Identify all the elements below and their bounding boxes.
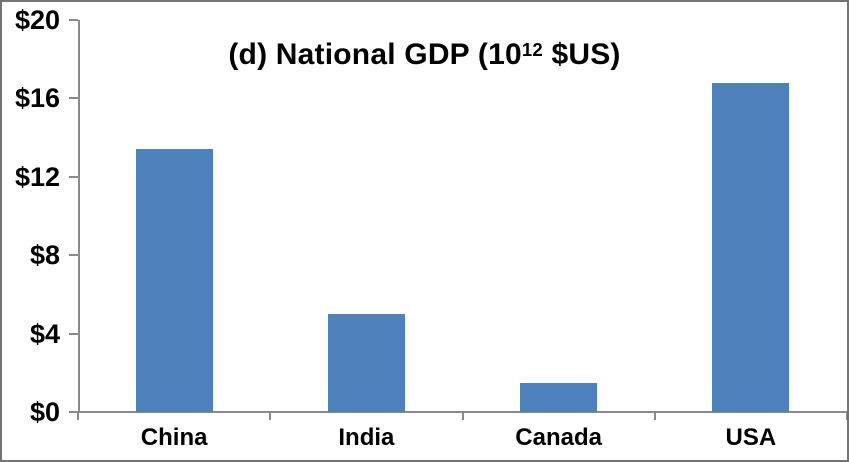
bar-india [327,314,405,412]
x-tick-label: USA [725,424,777,451]
y-axis-tick [69,19,78,21]
y-axis-tick [69,175,78,178]
y-tick-label: $16 [14,83,60,114]
bar-usa [712,82,790,412]
chart-title-suffix: $US) [542,38,621,71]
bar-china [135,149,213,412]
x-tick-label: Canada [515,424,602,451]
y-axis-line [78,20,80,412]
x-axis-tick [653,412,656,420]
y-axis-tick [69,411,78,413]
x-tick-label: China [140,424,208,451]
x-axis-tick [846,412,847,420]
y-axis-tick [69,97,78,100]
y-tick-label: $0 [29,397,60,427]
x-axis-tick [77,412,79,420]
y-tick-label: $20 [14,5,60,35]
y-tick-label: $12 [14,161,60,192]
bar-canada [520,382,598,412]
x-axis-tick [461,412,464,420]
chart-title-superscript: 12 [521,38,543,60]
y-axis-tick [69,254,78,257]
chart-title-text: (d) National GDP (10 [228,38,522,71]
x-tick-label: India [338,424,395,451]
chart-title: (d) National GDP (1012 $US) [2,38,847,72]
y-tick-label: $8 [29,240,60,271]
x-axis-tick [269,412,272,420]
y-axis-tick [69,332,78,335]
y-tick-label: $4 [29,318,60,349]
